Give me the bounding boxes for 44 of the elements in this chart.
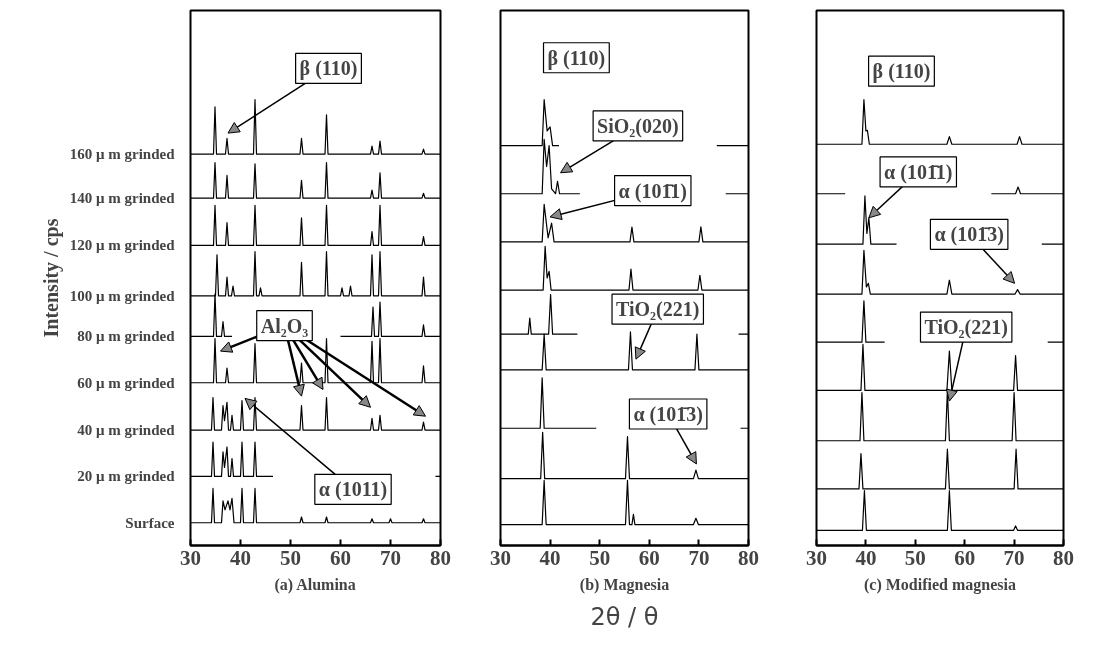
series-label: 40 μ m grinded: [77, 422, 176, 439]
text: 2θ / θ: [590, 602, 659, 631]
x-tick-label: 40: [855, 545, 877, 570]
x-axis-title: (b) Magnesia: [579, 575, 670, 594]
text: β (110): [547, 46, 606, 70]
x-tick-label: 70: [380, 545, 401, 570]
x-tick-label: 40: [539, 545, 561, 570]
annotation: α (101̄3): [934, 223, 1004, 247]
x-tick-label: 50: [589, 545, 611, 570]
x-tick-label: 80: [1053, 545, 1074, 570]
x-axis-title: (c) Modified magnesia: [864, 575, 1016, 594]
annotation: TiO₂(221): [924, 316, 1008, 340]
x-axis-title: (a) Alumina: [274, 575, 356, 594]
annotation: Al₂O₃: [260, 314, 309, 337]
annotation: α (101̄3): [633, 402, 703, 426]
x-tick-label: 30: [180, 545, 201, 570]
annotation: α (101̄1): [618, 179, 687, 203]
x-tick-label: 60: [954, 545, 976, 570]
y-axis-title: Intensity / cps: [39, 218, 63, 338]
x-tick-label: 50: [904, 545, 926, 570]
text: β (110): [872, 60, 931, 84]
series-label: Surface: [125, 514, 175, 531]
series-label: 100 μ m grinded: [69, 287, 176, 304]
x-tick-label: 60: [638, 545, 660, 570]
x-tick-label: 30: [806, 545, 827, 570]
annotation: TiO₂(221): [616, 298, 700, 322]
series-label: 60 μ m grinded: [77, 374, 176, 391]
x-tick-label: 50: [280, 545, 301, 570]
x-tick-label: 60: [330, 545, 351, 570]
series-label: 140 μ m grinded: [69, 190, 176, 207]
x-tick-label: 70: [1003, 545, 1025, 570]
x-tick-label: 70: [688, 545, 710, 570]
x-tick-label: 30: [490, 545, 511, 570]
series-label: 160 μ m grinded: [69, 146, 176, 163]
annotation: α (101̄1): [884, 160, 953, 184]
annotation: SiO₂(020): [597, 114, 679, 138]
x-tick-label: 80: [738, 545, 759, 570]
x-tick-label: 80: [430, 545, 451, 570]
x-tick-label: 40: [230, 545, 251, 570]
series-label: 120 μ m grinded: [69, 237, 176, 254]
series-label: 20 μ m grinded: [77, 468, 176, 485]
annotation: α (1011): [318, 478, 388, 502]
text: β (110): [299, 57, 358, 81]
series-label: 80 μ m grinded: [77, 328, 176, 345]
